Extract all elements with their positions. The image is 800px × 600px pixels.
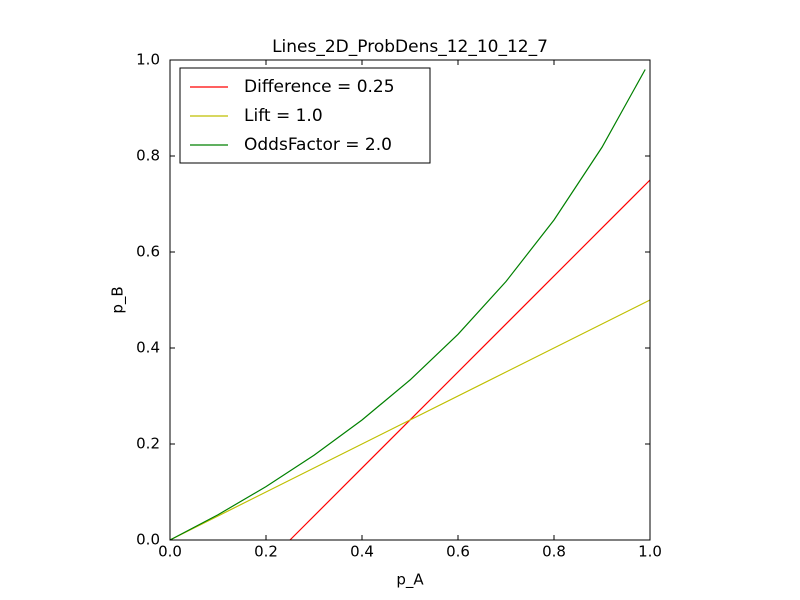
- chart-title: Lines_2D_ProbDens_12_10_12_7: [272, 37, 548, 57]
- legend-label: Difference = 0.25: [244, 77, 395, 97]
- y-axis-label: p_B: [109, 286, 128, 313]
- x-axis-label: p_A: [396, 571, 424, 590]
- y-tick-label: 1.0: [136, 51, 160, 69]
- plot-frame: [169, 59, 651, 541]
- x-tick-label: 0.0: [158, 543, 182, 561]
- line-series: [169, 299, 651, 541]
- y-tick-label: 0.4: [136, 339, 160, 357]
- y-tick-label: 0.6: [136, 243, 160, 261]
- legend-label: Lift = 1.0: [244, 106, 323, 126]
- x-tick-label: 0.6: [446, 543, 470, 561]
- y-tick-label: 0.2: [136, 435, 160, 453]
- line-series: [169, 69, 646, 541]
- x-tick-label: 1.0: [638, 543, 662, 561]
- x-tick-label: 0.8: [542, 543, 566, 561]
- x-tick-label: 0.4: [350, 543, 374, 561]
- y-tick-label: 0.8: [136, 147, 160, 165]
- y-tick-label: 0.0: [136, 531, 160, 549]
- line-series: [289, 179, 651, 541]
- legend-label: OddsFactor = 2.0: [244, 135, 392, 155]
- x-tick-label: 0.2: [254, 543, 278, 561]
